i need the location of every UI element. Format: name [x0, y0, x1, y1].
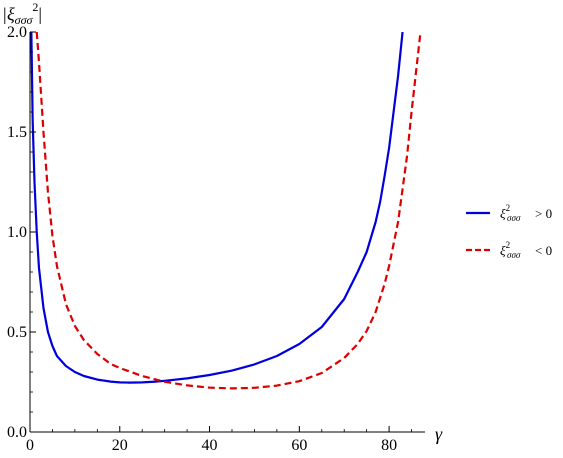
series-line-0: [30, 32, 404, 384]
x-tick-label-60: 60: [291, 437, 307, 454]
x-tick-label-20: 20: [112, 437, 128, 454]
y-tick-label-1.5: 1.5: [7, 124, 27, 141]
legend-label-1: ξ2 σσσ: [500, 240, 521, 260]
legend: ξ2 σσσ > 0 ξ2 σσσ < 0: [466, 203, 552, 260]
legend-operator-0: > 0: [535, 206, 552, 221]
series-line-1: [35, 32, 422, 390]
y-tick-label-2: 2.0: [7, 24, 27, 41]
y-tick-label-1: 1.0: [7, 224, 27, 241]
x-tick-label-80: 80: [381, 437, 397, 454]
legend-label-0: ξ2 σσσ: [500, 203, 521, 223]
x-tick-label-40: 40: [202, 437, 218, 454]
legend-operator-1: < 0: [535, 243, 552, 258]
y-tick-label-0: 0.0: [7, 424, 27, 441]
ticks-layer: 0 20 40 60 80 0.0 0.5 1.0 1.5 2.0: [7, 24, 412, 454]
x-axis-title: γ: [435, 424, 443, 444]
series-layer: [30, 32, 422, 390]
y-tick-label-0.5: 0.5: [7, 324, 27, 341]
y-axis-title: |ξσσσ2|: [2, 0, 42, 27]
x-tick-label-0: 0: [26, 437, 34, 454]
